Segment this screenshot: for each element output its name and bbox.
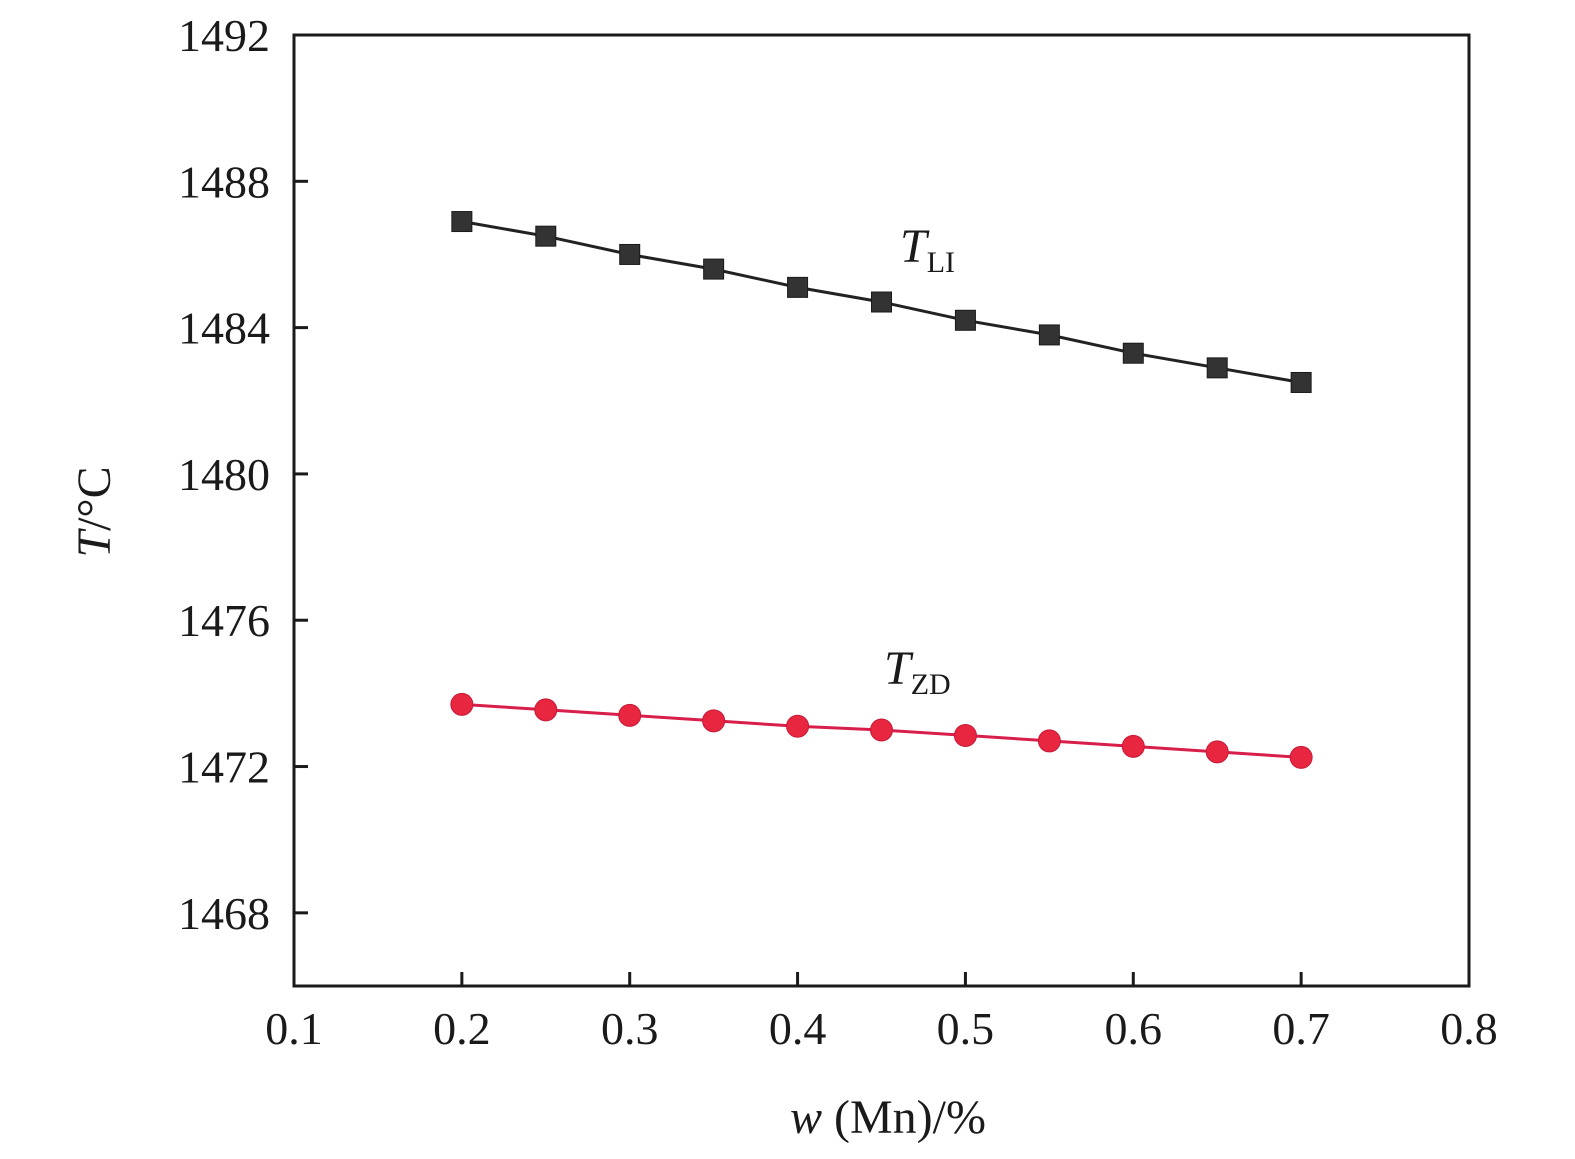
data-point-t-zd (534, 698, 558, 722)
data-point-t-zd (618, 703, 642, 727)
y-tick-label: 1492 (178, 10, 270, 61)
series-t-zd (450, 692, 1313, 769)
y-tick-label: 1488 (178, 156, 270, 207)
data-point-t-li (535, 225, 557, 247)
data-point-t-li (1206, 357, 1228, 379)
data-point-t-li (1122, 342, 1144, 364)
data-point-t-zd (450, 692, 474, 716)
x-tick-label: 0.3 (601, 1003, 659, 1054)
x-tick-label: 0.6 (1105, 1003, 1163, 1054)
x-tick-label: 0.5 (937, 1003, 995, 1054)
data-point-t-li (954, 309, 976, 331)
plot-area-border (292, 33, 1471, 988)
series-label-t-zd: TZD (884, 642, 951, 701)
x-tick-label: 0.1 (265, 1003, 323, 1054)
series-label-t-zd-sub: ZD (911, 668, 951, 701)
data-point-t-li (871, 291, 892, 313)
x-axis: 0.1 0.2 0.3 0.4 0.5 0.6 0.7 0.8 (265, 972, 1498, 1054)
data-point-t-zd (702, 709, 726, 733)
data-point-t-zd (786, 714, 810, 738)
y-axis: 1468 1472 1476 1480 1484 1488 1492 (178, 10, 308, 939)
data-point-t-li (451, 211, 473, 233)
x-tick-label: 0.8 (1440, 1003, 1498, 1054)
data-point-t-li (1038, 324, 1060, 346)
y-tick-label: 1476 (178, 595, 270, 646)
y-tick-label: 1468 (178, 888, 270, 939)
data-point-t-zd (1121, 734, 1145, 758)
data-point-t-zd (870, 718, 893, 742)
y-axis-label-rest: /°C (68, 466, 121, 531)
x-axis-label: w (Mn)/% (790, 1091, 986, 1144)
data-point-t-zd (1289, 745, 1313, 769)
series-label-t-li-main: T (900, 220, 930, 273)
data-point-t-zd (953, 723, 977, 747)
data-point-t-zd (1205, 740, 1229, 764)
x-axis-label-rest: (Mn)/% (822, 1091, 986, 1144)
series-t-li (451, 211, 1312, 393)
data-point-t-li (703, 258, 725, 280)
x-tick-label: 0.4 (769, 1003, 827, 1054)
y-tick-label: 1484 (178, 303, 270, 354)
x-tick-label: 0.2 (433, 1003, 491, 1054)
plot-frame (292, 33, 1471, 988)
series-layer (450, 211, 1313, 769)
x-tick-label: 0.7 (1272, 1003, 1330, 1054)
data-point-t-zd (1037, 729, 1061, 753)
y-axis-label-var: T (68, 528, 121, 558)
data-point-t-li (787, 276, 809, 298)
y-tick-label: 1472 (178, 742, 270, 793)
x-axis-label-var: w (790, 1091, 822, 1144)
y-tick-label: 1480 (178, 449, 270, 500)
series-label-t-li: TLI (900, 220, 955, 279)
y-axis-label: T/°C (68, 466, 121, 557)
series-label-t-zd-main: T (884, 642, 914, 695)
data-point-t-li (619, 243, 641, 265)
data-point-t-li (1290, 371, 1312, 393)
series-label-t-li-sub: LI (927, 246, 955, 279)
